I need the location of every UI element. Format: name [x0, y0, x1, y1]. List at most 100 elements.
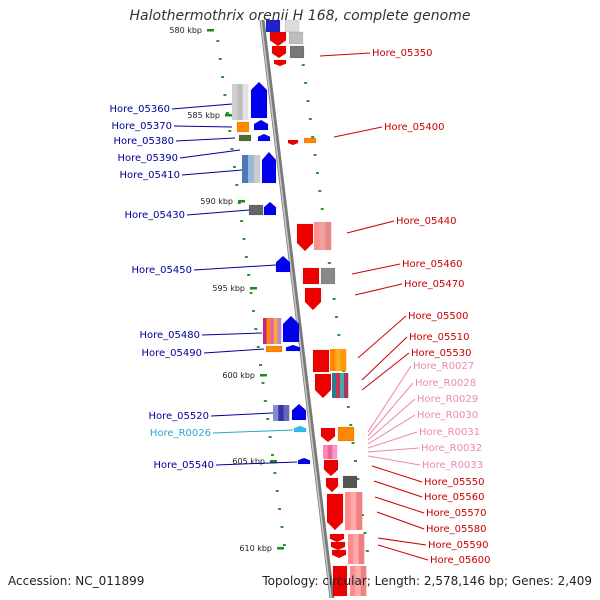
gene-label-right: Hore_05600: [430, 555, 491, 566]
scale-tick-label: 605 kbp: [232, 457, 265, 466]
gene-feature: [325, 222, 332, 250]
guide-dot-right: [337, 334, 341, 336]
gene-label-right: Hore_R0032: [421, 443, 482, 454]
leader-line: [181, 169, 243, 176]
gene-feature: [325, 477, 339, 493]
gene-feature: [358, 534, 365, 564]
gene-feature: [270, 318, 275, 344]
scale-tick: [260, 374, 267, 377]
guide-dot-right: [320, 208, 324, 210]
gene-feature: [248, 155, 255, 183]
gene-feature: [293, 425, 307, 433]
leader-line: [357, 315, 407, 359]
gene-feature: [283, 405, 290, 421]
guide-dot-left: [235, 184, 239, 186]
leader-line: [367, 382, 414, 437]
guide-dot-left: [266, 418, 270, 420]
guide-dot-left: [244, 256, 248, 258]
gene-feature: [314, 373, 332, 399]
accession-text: Accession: NC_011899: [8, 574, 145, 588]
gene-feature: [273, 318, 278, 344]
guide-dot-left: [261, 382, 265, 384]
scale-tick: [277, 547, 284, 550]
gene-label-left: Hore_05380: [114, 136, 175, 147]
guide-dot-right: [361, 514, 365, 516]
gene-label-right: Hore_05580: [426, 524, 487, 535]
guide-dot-right: [308, 118, 312, 120]
gene-label-right: Hore_R0031: [419, 427, 480, 438]
scale-tick: [207, 29, 214, 32]
scale-tick-label: 585 kbp: [187, 111, 220, 120]
map-title: Halothermothrix orenii H 168, complete g…: [129, 8, 471, 24]
leader-line: [374, 496, 425, 514]
guide-dot-right: [301, 64, 305, 66]
gene-feature: [254, 155, 261, 183]
leader-line: [333, 126, 383, 138]
gene-feature: [302, 267, 320, 285]
guide-dot-left: [273, 472, 277, 474]
guide-dot-right: [332, 298, 336, 300]
genome-backbone-highlight: [260, 19, 332, 599]
guide-dot-left: [270, 454, 274, 456]
gene-feature: [291, 403, 307, 421]
leader-line: [361, 336, 408, 381]
gene-feature: [289, 45, 305, 59]
guide-dot-left: [228, 130, 232, 132]
gene-label-left: Hore_05520: [149, 411, 210, 422]
gene-feature: [323, 459, 339, 477]
gene-feature: [329, 533, 345, 543]
gene-feature: [356, 492, 363, 530]
gene-feature: [266, 318, 271, 344]
guide-dot-right: [304, 82, 308, 84]
guide-dot-right: [306, 100, 310, 102]
guide-dot-right: [353, 460, 357, 462]
gene-label-right: Hore_R0033: [422, 460, 483, 471]
guide-dot-right: [356, 478, 360, 480]
gene-label-right: Hore_05530: [411, 348, 472, 359]
gene-feature: [248, 204, 264, 216]
guide-dot-left: [275, 490, 279, 492]
gene-feature: [236, 121, 250, 133]
gene-label-left: Hore_05360: [110, 104, 171, 115]
guide-dot-right: [315, 172, 319, 174]
scale-tick-label: 600 kbp: [222, 371, 255, 380]
gene-feature: [282, 315, 300, 343]
guide-dot-left: [256, 346, 260, 348]
leader-line: [203, 348, 265, 354]
leader-line: [351, 263, 401, 275]
gene-feature: [238, 134, 252, 142]
gene-feature: [263, 318, 267, 344]
leader-line: [377, 544, 429, 561]
leader-line: [367, 455, 421, 466]
leader-line: [173, 125, 233, 128]
leader-line: [367, 447, 420, 453]
leader-line: [179, 149, 241, 159]
leader-line: [361, 352, 410, 391]
guide-dot-left: [280, 526, 284, 528]
gene-label-left: Hore_05540: [154, 460, 215, 471]
gene-feature: [319, 222, 326, 250]
gene-label-left: Hore_05390: [118, 153, 179, 164]
gene-feature: [303, 137, 317, 144]
gene-feature: [350, 492, 357, 530]
guide-dot-right: [318, 190, 322, 192]
gene-feature: [284, 19, 300, 33]
gene-feature: [312, 349, 330, 373]
leader-line: [367, 365, 412, 433]
scale-tick: [238, 200, 245, 203]
leader-line: [377, 537, 427, 546]
leader-line: [376, 511, 425, 530]
gene-feature: [348, 534, 354, 564]
gene-feature: [330, 349, 336, 371]
gene-label-left: Hore_05410: [120, 170, 181, 181]
gene-feature: [327, 445, 333, 459]
gene-feature: [257, 133, 271, 142]
gene-label-right: Hore_R0029: [417, 394, 478, 405]
gene-feature: [263, 201, 277, 216]
guide-dot-left: [242, 238, 246, 240]
gene-feature: [273, 59, 287, 67]
guide-dot-right: [351, 442, 355, 444]
gene-feature: [285, 344, 301, 352]
gene-feature: [332, 445, 338, 459]
